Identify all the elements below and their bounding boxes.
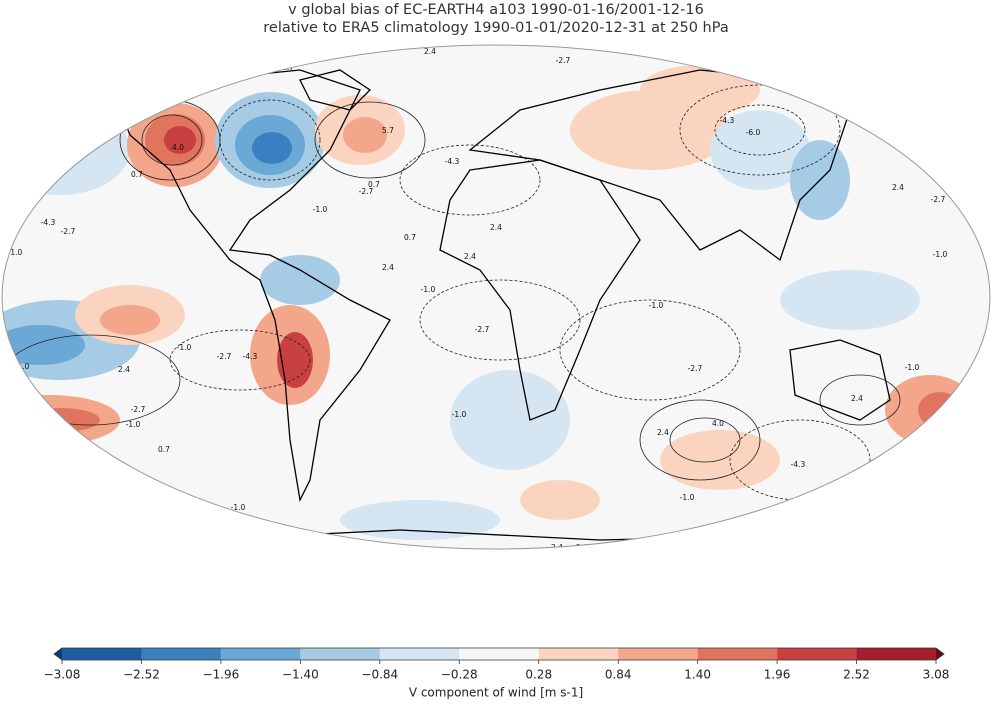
contour-label: 2.4 — [892, 183, 904, 192]
contour-label: 0.7 — [368, 180, 380, 189]
colorbar-extend — [54, 648, 62, 660]
contour-label: 4.0 — [712, 419, 724, 428]
colorbar-tick-label: −2.52 — [123, 668, 160, 682]
contour-label: 4.0 — [172, 143, 184, 152]
contour-label: 0.7 — [404, 233, 416, 242]
contour-label: 2.4 — [424, 47, 436, 56]
contour-label: -2.7 — [217, 352, 232, 361]
contour-label: -1.0 — [231, 503, 246, 512]
colorbar-segment — [459, 648, 539, 660]
contour-label: 5.7 — [146, 103, 158, 112]
colorbar-segment — [856, 648, 936, 660]
colorbar-label: V component of wind [m s-1] — [409, 686, 583, 700]
contour-label: 5.7 — [382, 126, 394, 135]
contour-label: -1.0 — [421, 285, 436, 294]
contour-label: 0.7 — [701, 47, 713, 56]
colorbar-segment — [538, 648, 619, 660]
contour-label: -1.0 — [649, 301, 664, 310]
contour-label: -4.3 — [720, 116, 735, 125]
contour-labels: 5.74.00.7-4.3-2.7-1.02.4-2.70.75.7-4.30.… — [8, 47, 962, 552]
contour-label: 0.7 — [131, 170, 143, 179]
contour-label: 2.4 — [464, 252, 476, 261]
colorbar-segment — [697, 648, 778, 660]
map: 5.74.00.7-4.3-2.7-1.02.4-2.70.75.7-4.30.… — [2, 45, 990, 552]
colorbar-tick-label: 1.40 — [684, 668, 711, 682]
contour-label: -2.7 — [201, 513, 216, 522]
colorbar-tick-label: −1.40 — [282, 668, 319, 682]
colorbar-tick-label: 0.84 — [605, 668, 632, 682]
contour-label: -2.7 — [688, 364, 703, 373]
colorbar-segment — [379, 648, 460, 660]
colorbar-segment — [777, 648, 857, 660]
colorbar-tick-label: −0.28 — [441, 668, 478, 682]
contour-label: -4.3 — [445, 157, 460, 166]
colorbar-tick-label: −0.84 — [361, 668, 398, 682]
contour-label: -1.0 — [452, 410, 467, 419]
contour-label: -2.7 — [359, 187, 374, 196]
contour-label: -1.0 — [8, 248, 23, 257]
contour-label: 0.7 — [158, 445, 170, 454]
colorbar-tick-label: −1.96 — [203, 668, 240, 682]
contour-label: 0.7 — [638, 543, 650, 552]
colorbar-segment — [300, 648, 380, 660]
contour-label: -2.7 — [475, 325, 490, 334]
contour-label: 2.4 — [490, 223, 502, 232]
contour-label: -1.0 — [177, 343, 192, 352]
contour-label: -1.0 — [905, 363, 920, 372]
contour-label: 2.4 — [382, 263, 394, 272]
contour-label: 2.4 — [551, 543, 563, 552]
title-line: v global bias of EC-EARTH4 a103 1990-01-… — [288, 2, 704, 18]
colorbar-segment — [62, 648, 142, 660]
colorbar-tick-label: 0.28 — [525, 668, 552, 682]
colorbar-tick-label: −3.08 — [44, 668, 81, 682]
contour-label: -2.7 — [556, 56, 571, 65]
contour-label: -1.0 — [933, 250, 948, 259]
contour-label: -1.0 — [15, 362, 30, 371]
colorbar-segment — [220, 648, 301, 660]
colorbar-tick-label: 3.08 — [923, 668, 950, 682]
contour-label: -1.0 — [313, 205, 328, 214]
colorbar-segment — [141, 648, 221, 660]
colorbar: −3.08 −2.52 −1.96 −1.40 −0.84 −0.28 0.28 0.84 1.… — [44, 647, 950, 682]
contour-label: -4.3 — [791, 460, 806, 469]
colorbar-tick-label: 1.96 — [764, 668, 791, 682]
contour-label: -2.7 — [131, 405, 146, 414]
contour-label: -1.0 — [126, 420, 141, 429]
contour-label: 2.4 — [657, 428, 669, 437]
contour-label: -6.0 — [746, 128, 761, 137]
contour-label: 0.7 — [949, 397, 961, 406]
contour-label: 2.4 — [118, 365, 130, 374]
map-frame — [1, 44, 991, 550]
contour-label: 2.4 — [851, 394, 863, 403]
contour-label: -2.7 — [61, 227, 76, 236]
colorbar-extend — [936, 648, 944, 660]
contour-label: -4.3 — [243, 352, 258, 361]
contour-label: -1.0 — [680, 493, 695, 502]
contour-label: -4.3 — [248, 543, 263, 552]
colorbar-segment — [618, 648, 698, 660]
title-line: relative to ERA5 climatology 1990-01-01/… — [263, 20, 728, 36]
colorbar-tick-label: 2.52 — [843, 668, 870, 682]
contour-label: -4.3 — [41, 218, 56, 227]
contour-label: -2.7 — [931, 195, 946, 204]
